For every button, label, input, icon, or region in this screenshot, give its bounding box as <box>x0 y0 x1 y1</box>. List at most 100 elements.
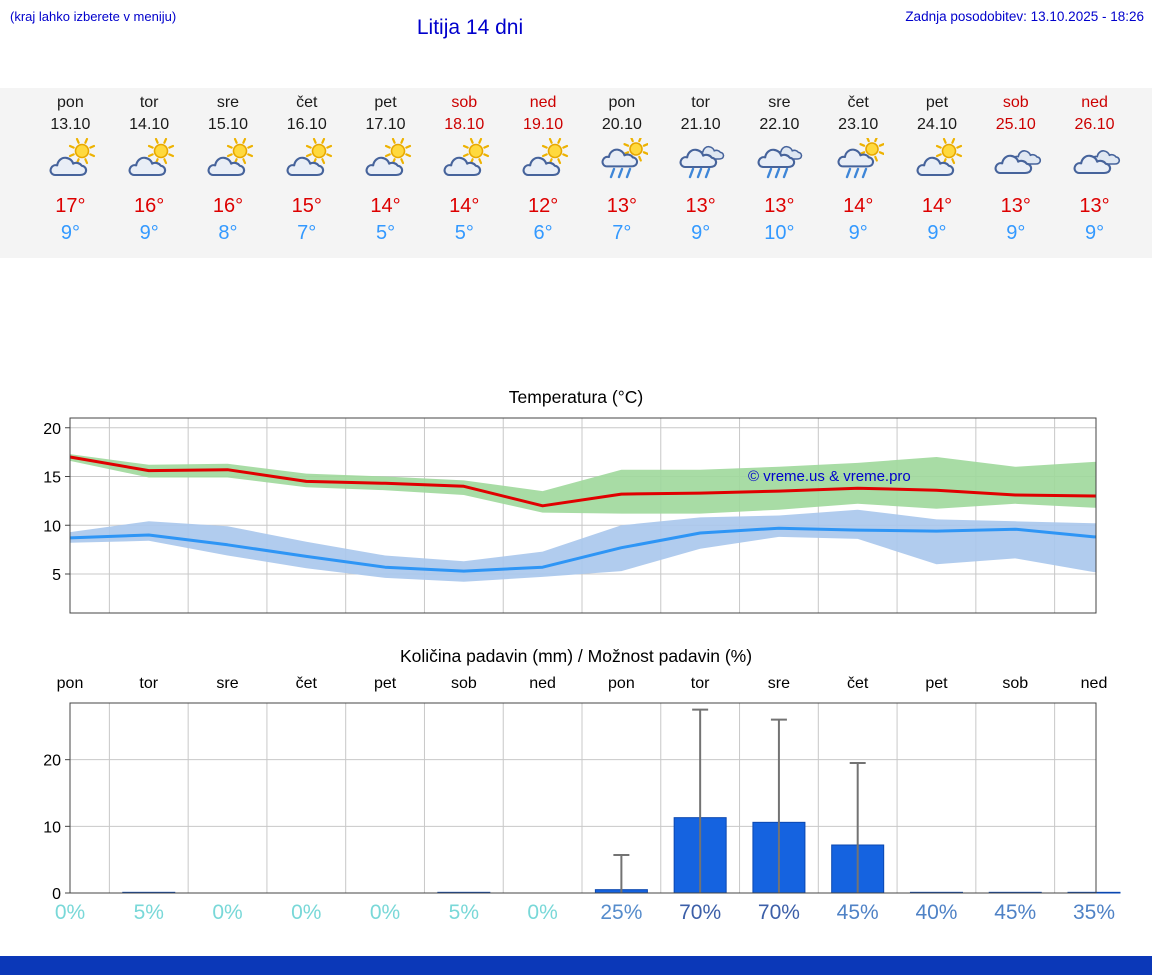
weather-icon-cell <box>425 138 504 188</box>
day-name: ned <box>529 94 557 111</box>
temp-grid <box>70 418 1096 613</box>
day-date: 20.10 <box>601 116 642 133</box>
precip-day-label: tor <box>139 675 159 692</box>
day-high-temp: 14° <box>921 195 953 217</box>
day-date: 26.10 <box>1074 116 1115 133</box>
weather-icon-cell <box>661 138 740 188</box>
day-high-temp: 13° <box>685 195 716 217</box>
precipitation-chart: 0 10 20 <box>43 702 1121 900</box>
day-name: čet <box>296 94 318 111</box>
precip-probability-label: 0% <box>527 901 558 924</box>
weather-icon-cell <box>976 138 1055 188</box>
precip-y-tick-label: 10 <box>43 819 61 836</box>
precip-grid <box>70 703 1096 893</box>
day-name: sre <box>216 94 240 111</box>
forecast-day-13.10: pon 13.10 17° 9° <box>31 92 110 246</box>
precip-y-tick-label: 20 <box>43 753 61 770</box>
precip-day-label: pon <box>608 675 635 692</box>
weather-icon-cell <box>346 138 425 188</box>
forecast-day-17.10: pet 17.10 14° 5° <box>346 92 425 246</box>
day-low-temp: 6° <box>533 222 553 244</box>
precip-probability-label: 25% <box>600 901 643 924</box>
precip-day-label: sre <box>216 675 239 692</box>
day-low-temp: 9° <box>1006 222 1026 244</box>
temp-y-tick-label: 20 <box>43 421 61 438</box>
precipitation-chart-title: Količina padavin (mm) / Možnost padavin … <box>399 646 753 666</box>
precip-day-label: tor <box>690 675 710 692</box>
day-date: 21.10 <box>680 116 721 133</box>
precip-day-label: ned <box>529 675 556 692</box>
sun-cloud-icon <box>365 138 411 177</box>
forecast-day-20.10: pon 20.10 13° 7° <box>582 92 661 246</box>
day-low-temp: 5° <box>454 222 474 244</box>
day-low-temp: 7° <box>297 222 317 244</box>
day-high-temp: 13° <box>1079 195 1110 217</box>
last-update: Zadnja posodobitev: 13.10.2025 - 18:26 <box>905 9 1144 24</box>
day-name: tor <box>691 94 710 111</box>
day-date: 18.10 <box>444 116 485 133</box>
day-low-temp: 8° <box>218 222 238 244</box>
sun-cloud-icon <box>49 138 96 177</box>
precip-probability-label: 5% <box>448 901 480 924</box>
day-high-temp: 14° <box>370 195 401 217</box>
weather-icon-cell <box>504 138 583 188</box>
precip-probability-label: 0% <box>369 901 401 924</box>
day-date: 14.10 <box>129 116 170 133</box>
precip-probability-label: 45% <box>836 901 879 924</box>
day-name: pon <box>57 94 84 111</box>
day-low-temp: 9° <box>691 222 711 244</box>
precip-day-label: čet <box>295 675 317 692</box>
day-low-temp: 9° <box>848 222 868 244</box>
day-high-temp: 12° <box>527 195 559 217</box>
day-name: pet <box>374 94 397 111</box>
precip-whiskers <box>613 708 866 893</box>
day-high-temp: 17° <box>55 195 86 217</box>
precip-probability-label: 35% <box>1072 901 1116 924</box>
sun-cloud-icon <box>916 138 963 177</box>
sun-cloud-rain-icon <box>837 138 885 179</box>
forecast-day-21.10: tor 21.10 13° 9° <box>661 92 740 246</box>
temperature-chart-title: Temperatura (°C) <box>508 387 644 407</box>
forecast-day-22.10: sre 22.10 13° 10° <box>740 92 819 246</box>
precip-probability-label: 0% <box>291 901 322 924</box>
weather-icon-cell <box>740 138 819 188</box>
temp-y-tick-label: 5 <box>52 567 61 584</box>
watermark-link[interactable]: © vreme.us & vreme.pro <box>748 468 911 485</box>
forecast-day-24.10: pet 24.10 14° 9° <box>898 92 977 246</box>
sun-cloud-icon <box>286 138 332 177</box>
day-date: 15.10 <box>207 116 248 133</box>
weather-icon-cell <box>31 138 110 188</box>
precip-y-tick-label: 0 <box>52 886 61 900</box>
weather-icon-cell <box>1055 138 1134 188</box>
day-name: čet <box>847 94 869 111</box>
forecast-day-26.10: ned 26.10 13° 9° <box>1055 92 1134 246</box>
weather-icon-cell <box>110 138 189 188</box>
day-low-temp: 7° <box>612 222 632 244</box>
day-high-temp: 13° <box>1000 195 1031 217</box>
sun-cloud-icon <box>522 138 569 177</box>
precip-probability-label: 70% <box>679 901 722 924</box>
day-date: 23.10 <box>838 116 879 133</box>
day-date: 16.10 <box>286 116 327 133</box>
day-name: sre <box>768 94 791 111</box>
precip-day-label: pon <box>56 675 84 692</box>
clouds-icon <box>1073 150 1120 175</box>
precip-day-label: sob <box>1002 675 1029 692</box>
precip-plot-border <box>69 702 1097 894</box>
forecast-day-14.10: tor 14.10 16° 9° <box>110 92 189 246</box>
temp-min-line <box>69 526 1096 573</box>
temp-min-band <box>70 509 1096 582</box>
day-name: sob <box>1002 94 1029 111</box>
clouds-icon <box>994 150 1041 175</box>
forecast-day-15.10: sre 15.10 16° 8° <box>189 92 268 246</box>
precip-probability-label: 70% <box>757 901 800 924</box>
day-high-temp: 16° <box>212 195 244 217</box>
day-name: sob <box>451 94 478 111</box>
day-date: 17.10 <box>365 116 406 133</box>
temp-y-tick-label: 15 <box>43 470 61 487</box>
day-high-temp: 13° <box>764 195 795 217</box>
weather-icon-cell <box>189 138 268 188</box>
day-high-temp: 16° <box>134 195 165 217</box>
temp-plot-border <box>69 417 1097 614</box>
